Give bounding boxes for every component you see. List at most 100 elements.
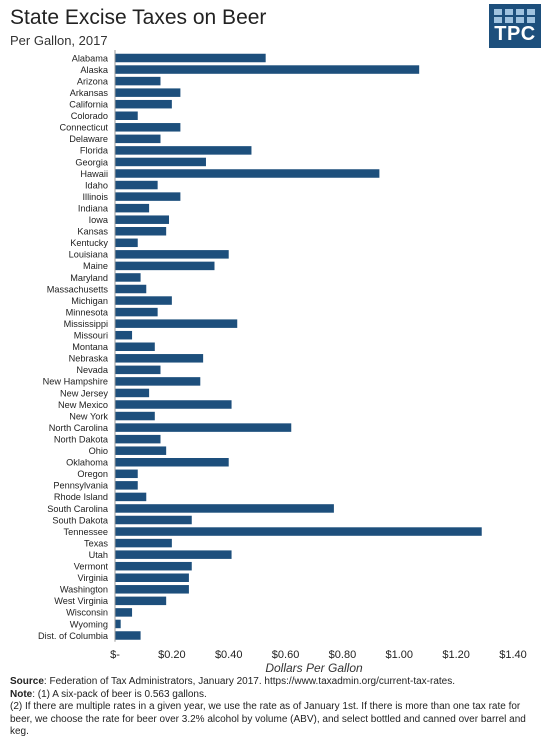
bar (115, 596, 167, 606)
category-label: Alaska (80, 65, 108, 75)
bars-group (115, 53, 482, 640)
category-label: Ohio (89, 446, 108, 456)
category-label: Pennsylvania (53, 481, 109, 491)
category-label: Iowa (89, 215, 109, 225)
bar (115, 515, 192, 525)
category-label: Utah (89, 550, 108, 560)
category-label: Delaware (69, 134, 108, 144)
bar (115, 585, 189, 594)
x-tick-label: $1.40 (499, 649, 527, 661)
category-label: Dist. of Columbia (38, 631, 109, 641)
category-label: Hawaii (80, 169, 108, 179)
category-label: Oklahoma (66, 458, 109, 468)
bar (115, 111, 138, 120)
category-label: California (69, 100, 109, 110)
logo-square (494, 9, 502, 15)
bar (115, 411, 155, 421)
logo-square (527, 9, 535, 15)
source-text: : Federation of Tax Administrators, Janu… (43, 676, 456, 687)
x-tick-label: $1.00 (386, 649, 414, 661)
bar (115, 284, 147, 294)
bar (115, 354, 204, 363)
x-tick-label: $1.20 (442, 649, 470, 661)
bar (115, 631, 141, 640)
logo-square (505, 17, 513, 23)
bar (115, 227, 167, 236)
bar (115, 342, 155, 351)
bar (115, 76, 161, 86)
category-label: Rhode Island (54, 492, 108, 502)
bar (115, 608, 133, 617)
bar (115, 65, 420, 74)
bar (115, 123, 181, 132)
category-label: Connecticut (59, 123, 108, 133)
x-tick-label: $0.20 (158, 649, 186, 661)
bar (115, 238, 138, 248)
bar (115, 469, 138, 479)
tpc-logo: TPC (489, 4, 541, 48)
x-tick-label: $- (110, 649, 120, 661)
category-label: Tennessee (64, 527, 108, 537)
x-tick-label: $0.60 (272, 649, 300, 661)
category-label: Nebraska (69, 354, 109, 364)
bar-chart: AlabamaAlaskaArizonaArkansasCaliforniaCo… (38, 50, 527, 674)
category-label: Arizona (77, 76, 109, 86)
bar (115, 296, 172, 305)
category-label: Washington (60, 585, 108, 595)
logo-square (494, 17, 502, 23)
bar (115, 492, 147, 502)
category-label: Maryland (70, 273, 108, 283)
category-label: Oregon (77, 469, 108, 479)
bar (115, 53, 266, 63)
chart-notes: Source: Federation of Tax Administrators… (10, 676, 540, 739)
category-label: New York (69, 411, 108, 421)
bar (115, 157, 206, 167)
bar (115, 423, 292, 432)
x-tick-labels: $- $0.20 $0.40 $0.60 $0.80 $1.00 $1.20 $1.40 (110, 649, 527, 661)
chart-subtitle: Per Gallon, 2017 (10, 33, 108, 48)
logo-grid-icon (494, 9, 536, 23)
category-label: New Jersey (60, 388, 108, 398)
category-label: Georgia (75, 157, 109, 167)
category-label: Massachusetts (47, 284, 109, 294)
category-label: New Mexico (58, 400, 108, 410)
bar (115, 538, 172, 548)
note-1: Note: (1) A six-pack of beer is 0.563 ga… (10, 689, 540, 702)
bar (115, 365, 161, 375)
category-label: Mississippi (64, 319, 108, 329)
category-label: Idaho (85, 180, 108, 190)
category-label: Alabama (72, 53, 109, 63)
category-label: Virginia (78, 573, 109, 583)
category-label: Florida (80, 146, 109, 156)
note-2: (2) If there are multiple rates in a giv… (10, 701, 526, 737)
category-label: Vermont (74, 562, 109, 572)
bar (115, 169, 380, 178)
bar (115, 330, 133, 340)
x-tick-label: $0.40 (215, 649, 243, 661)
bar (115, 261, 215, 271)
bar (115, 319, 238, 328)
category-label: Montana (72, 342, 109, 352)
category-label: Indiana (78, 203, 109, 213)
category-label: Louisiana (69, 250, 109, 260)
category-label: South Dakota (52, 515, 109, 525)
bar (115, 458, 229, 467)
bar (115, 250, 229, 259)
bar (115, 146, 252, 155)
bar (115, 215, 170, 224)
category-label: Texas (84, 538, 108, 548)
bar (115, 307, 158, 317)
bar (115, 377, 201, 386)
bar (115, 561, 192, 571)
category-label: Minnesota (66, 307, 109, 317)
logo-square (505, 9, 513, 15)
source-label: Source (10, 676, 44, 687)
category-label: West Virginia (54, 596, 109, 606)
bar (115, 203, 150, 213)
bar (115, 527, 482, 536)
category-label: Michigan (71, 296, 108, 306)
x-axis-label: Dollars Per Gallon (265, 661, 363, 674)
note-label: Note (10, 688, 33, 700)
chart-title: State Excise Taxes on Beer (10, 6, 267, 29)
bar (115, 550, 232, 559)
